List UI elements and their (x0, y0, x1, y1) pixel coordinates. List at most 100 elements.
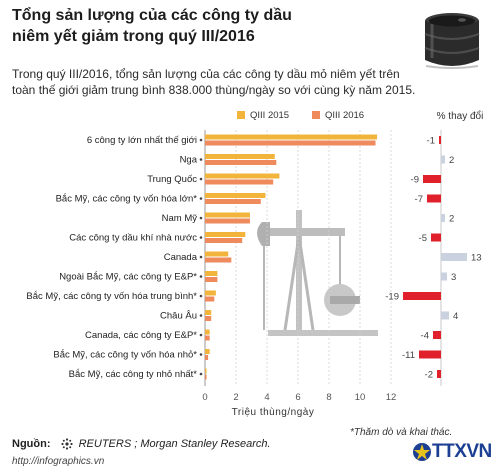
bar-q3-2016 (205, 374, 207, 380)
category-label: Canada, các công ty E&P* (85, 330, 197, 341)
bar-q3-2015 (205, 251, 229, 257)
pct-change-bar (403, 292, 441, 300)
category-label: Châu Âu (160, 311, 197, 322)
category-label: Bắc Mỹ, các công ty nhỏ nhất* (69, 369, 198, 380)
bar-q3-2015 (205, 193, 266, 198)
category-labels: 6 công ty lớn nhất thế giới Nga Trung Quốc… (26, 135, 203, 380)
category-dot (199, 353, 203, 356)
chart-grid (204, 130, 392, 386)
category-label: Các công ty dầu khí nhà nước (69, 233, 197, 244)
pct-change-label: 2 (449, 214, 454, 225)
x-tick-label: 10 (355, 392, 366, 403)
ttxvn-logo-icon (413, 443, 431, 461)
bar-q3-2016 (205, 199, 261, 204)
pct-change-label: -1 (427, 136, 435, 147)
pct-change-label: -9 (411, 175, 419, 186)
pct-change-label: -11 (402, 350, 415, 361)
pct-change-bar (437, 370, 441, 378)
bar-q3-2015 (205, 349, 210, 354)
pct-change-bar (439, 136, 441, 144)
category-dot (199, 216, 203, 220)
category-dot (199, 255, 203, 259)
category-dot (199, 314, 203, 317)
legend-swatch (312, 111, 320, 119)
category-label: Ngoài Bắc Mỹ, các công ty E&P* (59, 272, 197, 283)
pct-change-bar (427, 194, 441, 203)
bar-q3-2015 (205, 232, 246, 237)
category-label: Canada (164, 252, 198, 263)
bar-q3-2015 (205, 212, 250, 218)
x-tick-label: 2 (233, 392, 238, 403)
category-label: 6 công ty lớn nhất thế giới (87, 135, 197, 146)
pct-change-bar (423, 175, 441, 183)
bar-q3-2015 (205, 310, 212, 315)
category-dot (199, 236, 203, 239)
category-dot (199, 177, 203, 181)
x-axis-title: Triệu thùng/ngày (232, 407, 315, 418)
reuters-logo-icon (60, 438, 73, 450)
pct-change-bar (431, 233, 441, 242)
category-dot (199, 138, 203, 142)
pct-change-label: 3 (451, 272, 456, 283)
pct-change-label: -19 (385, 292, 399, 303)
bar-q3-2015 (205, 173, 280, 179)
source-url: http://infographics.vn (12, 456, 105, 467)
title-line-1: Tổng sản lượng của các công ty dầu (12, 7, 292, 24)
category-label: Bắc Mỹ, các công ty vốn hóa lớn* (56, 194, 198, 205)
bar-q3-2015 (205, 154, 275, 159)
category-label: Bắc Mỹ, các công ty vốn hóa trung bình* (26, 291, 197, 302)
source-line: Nguồn: REUTERS ; Morgan Stanley Research… (12, 437, 271, 451)
bar-q3-2016 (205, 179, 274, 185)
pct-change-label: 13 (471, 253, 482, 264)
title-line-2: niêm yết giảm trong quý III/2016 (12, 28, 255, 45)
category-label: Trung Quốc (147, 174, 197, 185)
pumpjack-illustration (257, 210, 378, 336)
bar-q3-2016 (205, 238, 243, 243)
bar-q3-2016 (205, 218, 250, 224)
bar-q3-2015 (205, 329, 210, 335)
ttxvn-logo-text: TTXVN (432, 441, 492, 462)
bar-q3-2016 (205, 257, 232, 263)
x-tick-label: 12 (386, 392, 397, 403)
x-tick-label: 8 (326, 392, 331, 403)
x-axis-ticks: 0 2 4 6 8 10 12 (202, 392, 396, 403)
x-tick-label: 0 (202, 392, 207, 403)
bar-q3-2016 (205, 296, 215, 302)
oil-barrel-icon (424, 13, 480, 69)
pct-change-bar (441, 311, 449, 320)
pct-change-bar (441, 155, 445, 164)
bar-q3-2016 (205, 277, 218, 282)
intro-text: Trong quý III/2016, tổng sản lượng của c… (12, 66, 442, 98)
chart-bars (205, 134, 378, 380)
pct-change-header: % thay đổi (436, 111, 484, 122)
pct-change-bar (441, 253, 467, 261)
category-label: Bắc Mỹ, các công ty vốn hóa nhỏ* (53, 350, 197, 361)
category-dot (199, 275, 203, 278)
bar-q3-2015 (205, 134, 378, 140)
source-text: REUTERS ; Morgan Stanley Research. (78, 437, 271, 450)
pct-change-label: 2 (449, 155, 454, 166)
bar-q3-2015 (205, 271, 218, 276)
x-tick-label: 4 (264, 392, 269, 403)
pct-change-label: -4 (421, 331, 429, 342)
legend-label: QIII 2015 (250, 110, 289, 121)
pct-change-bars: -1 2 -9 -7 2 -5 13 3 -19 4 -4 -11 -2 (385, 130, 482, 386)
bar-q3-2016 (205, 160, 277, 165)
pct-change-label: 4 (453, 311, 458, 322)
x-tick-label: 6 (295, 392, 300, 403)
pct-change-bar (441, 214, 445, 222)
category-label: Nga (180, 155, 198, 166)
bar-q3-2015 (205, 290, 216, 296)
pct-change-label: -2 (425, 370, 433, 381)
legend-swatch (237, 111, 245, 119)
bar-q3-2016 (205, 316, 212, 321)
pct-change-bar (441, 272, 447, 281)
pct-change-bar (419, 350, 441, 359)
page-title: Tổng sản lượng của các công ty dầu niêm … (12, 5, 312, 47)
category-dot (199, 158, 203, 161)
chart-legend: QIII 2015 QIII 2016 (237, 110, 364, 121)
category-dot (199, 294, 203, 298)
category-dot (199, 333, 203, 337)
bar-q3-2016 (205, 140, 376, 146)
